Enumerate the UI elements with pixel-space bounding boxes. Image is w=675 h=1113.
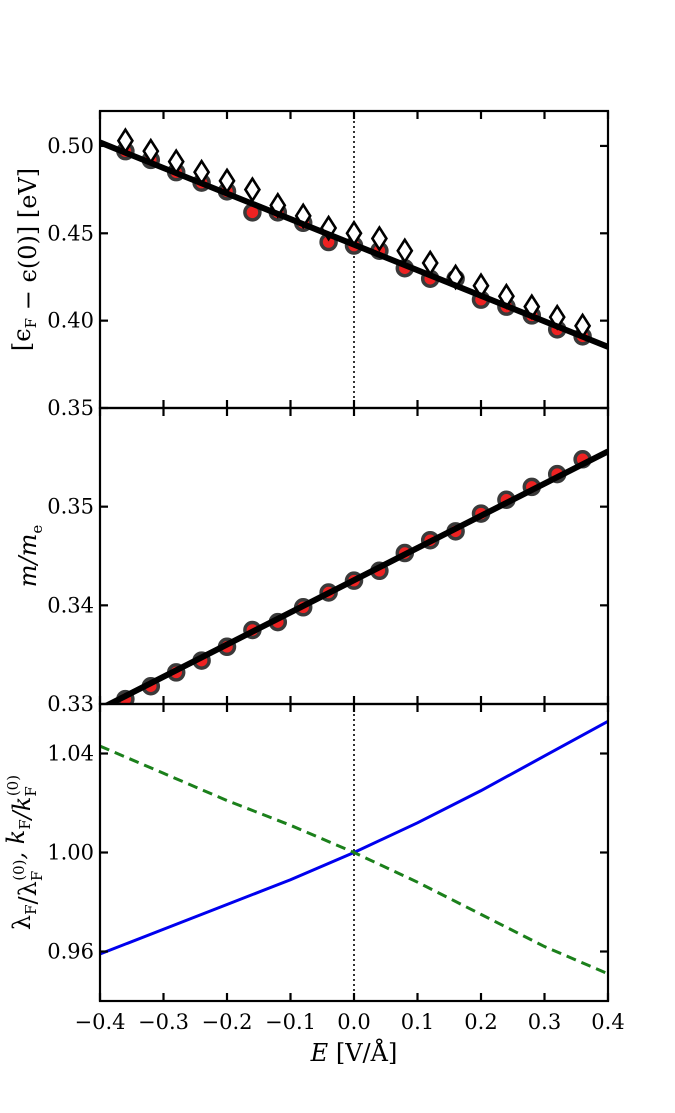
k-ratio-curve	[100, 744, 608, 976]
y-axis-label-part: F	[22, 786, 40, 796]
data-point-diamond	[243, 176, 261, 204]
y-axis-label-part: λ	[8, 915, 36, 930]
y-axis-label-part: m/m	[14, 534, 42, 588]
x-axis-label: E [V/Å]	[310, 1038, 398, 1067]
y-axis-label-part: − ϵ(0)] [eV]	[14, 168, 42, 318]
y-tick-label: 0.34	[47, 593, 94, 617]
x-axis-label-unit: [V/Å]	[328, 1038, 397, 1067]
y-axis-label-part: F	[22, 904, 40, 914]
panel-middle: 0.33 0.34 0.35	[47, 406, 610, 716]
plot-area	[103, 448, 608, 704]
y-tick-label: 0.50	[47, 134, 94, 158]
x-tick-label: 0.2	[464, 1010, 497, 1034]
panels: 0.35 0.40 0.45 0.50 0.33 0.34 0.35 0.96 1.00 1.04	[47, 109, 610, 1003]
x-tick-label: 0.4	[591, 1010, 624, 1034]
y-tick-label: 1.00	[47, 841, 94, 865]
x-tick-label: −0.4	[75, 1010, 126, 1034]
y-axis-label-part: e	[28, 525, 46, 534]
x-tick-label: 0.0	[337, 1010, 370, 1034]
y-axis-label-top: [ϵF − ϵ(0)] [eV]	[8, 168, 42, 351]
y-tick-label: 0.35	[47, 396, 94, 420]
y-axis-label-part: (0)	[10, 859, 28, 880]
y-axis-label-middle: m/me	[14, 525, 46, 588]
y-axis-label-bottom: λF/λF(0), kF/kF(0)	[2, 775, 46, 930]
y-tick-label: 0.96	[47, 940, 94, 964]
panel-frame	[98, 406, 610, 706]
y-axis-label-part: F	[16, 819, 34, 829]
y-axis-label-part: F	[22, 318, 40, 328]
x-axis-label-var: E	[310, 1039, 329, 1067]
y-tick-label: 0.35	[47, 495, 94, 519]
y-axis-label-part: [ϵ	[8, 328, 36, 351]
y-axis-label-part: /k	[8, 797, 36, 822]
panel-top: 0.35 0.40 0.45 0.50	[47, 109, 610, 420]
plot-area	[100, 720, 608, 976]
y-axis-label-part: , k	[2, 830, 30, 860]
y-tick-label: 0.33	[47, 692, 94, 716]
data-point-diamond	[370, 225, 388, 252]
y-tick-label: 0.40	[47, 309, 94, 333]
y-axis-label-part: (0)	[4, 775, 22, 796]
x-tick-label: −0.2	[202, 1010, 253, 1034]
data-point-diamond	[396, 237, 414, 265]
fit-line	[103, 448, 608, 704]
x-tick-label: 0.3	[528, 1010, 561, 1034]
x-tick-label: −0.3	[138, 1010, 189, 1034]
x-tick-label: −0.1	[265, 1010, 316, 1034]
x-axis: −0.4 −0.3 −0.2 −0.1 0.0 0.1 0.2 0.3 0.4 E [V/Å]	[75, 1010, 625, 1067]
panel-bottom: 0.96 1.00 1.04	[47, 702, 610, 1003]
y-tick-label: 1.04	[47, 742, 94, 766]
y-tick-label: 0.45	[47, 221, 94, 245]
y-axis-label-part: F	[28, 871, 46, 881]
y-axis-label-part: /λ	[14, 881, 42, 904]
fit-line	[100, 139, 608, 350]
x-tick-label: 0.1	[401, 1010, 434, 1034]
plot-area	[100, 127, 608, 350]
